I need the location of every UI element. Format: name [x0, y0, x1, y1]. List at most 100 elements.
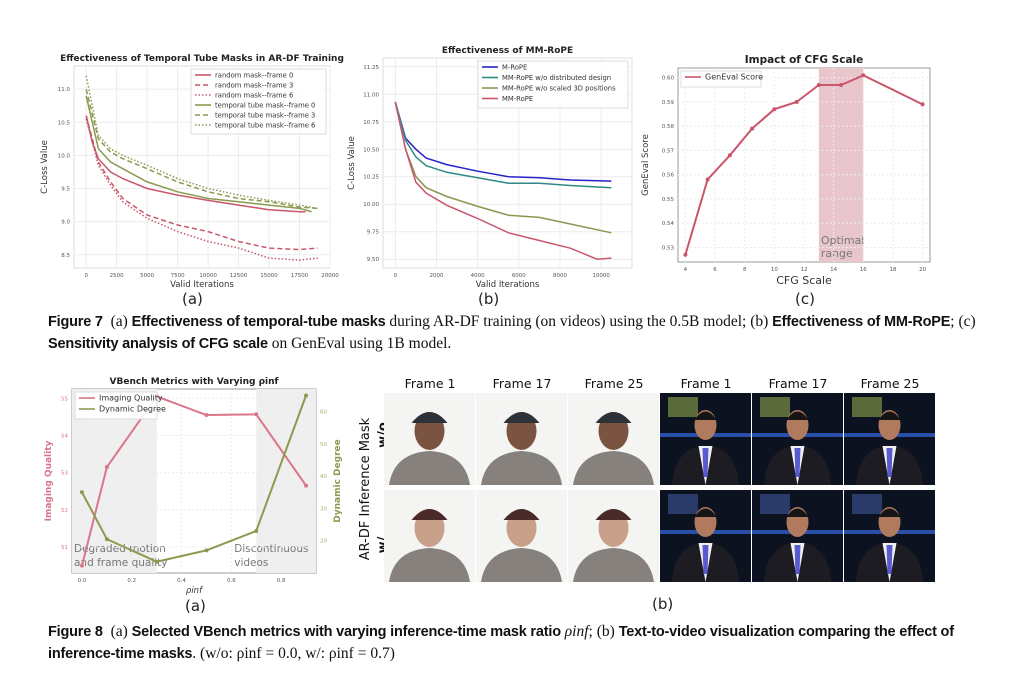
caption-label: Figure 7	[48, 314, 103, 330]
person-hair	[878, 411, 901, 420]
data-point	[204, 548, 209, 553]
chart-0: 0 2500 5000 7500 10000 12500 15000 17500 20000 8.…	[40, 54, 344, 290]
y-tick-label: 8.5	[61, 253, 70, 259]
y-tick-label: 53	[61, 471, 68, 477]
person-cap	[411, 412, 448, 423]
legend	[190, 68, 327, 135]
data-point	[254, 529, 259, 534]
person-tie	[702, 448, 709, 477]
x-tick-label: 4	[684, 267, 688, 273]
x-tick-label: 10	[771, 267, 778, 273]
y-tick-label: 52	[61, 508, 68, 514]
y-tick-label: 0.58	[662, 124, 675, 130]
caption-part: (b)	[750, 313, 769, 330]
video-frame	[568, 490, 659, 582]
series-line	[81, 395, 307, 566]
y-tick-label: 54	[61, 433, 68, 439]
panel-label-8a: (a)	[185, 597, 206, 615]
panel-label-7a: (a)	[182, 290, 203, 308]
x-tick-label: 20000	[321, 273, 339, 279]
shaded-region-label: and frame quality	[74, 557, 168, 569]
shaded-region-label: videos	[234, 557, 268, 569]
person-tie	[794, 448, 801, 477]
person-shirt	[573, 548, 654, 582]
series-line	[85, 115, 318, 251]
y-axis-label: C-Loss Value	[40, 140, 50, 194]
shaded-region-label: range	[821, 247, 853, 260]
person-shirt	[389, 548, 470, 582]
legend	[680, 70, 762, 88]
x-tick-label: 4000	[471, 273, 485, 279]
data-point	[839, 82, 844, 87]
x-tick-label: 10000	[592, 273, 610, 279]
series-line	[81, 395, 307, 563]
chart-1: 0 2000 4000 6000 8000 10000 9.50 9.75 10.00 10.25…	[347, 46, 633, 290]
caption-bold: Effectiveness of temporal-tube masks	[131, 314, 386, 330]
series-line	[85, 95, 312, 213]
person-shirt	[389, 451, 470, 485]
x-tick-label: 0	[84, 273, 88, 279]
y-right-tick-label: 40	[320, 474, 327, 480]
y-tick-label: 11.0	[58, 87, 71, 93]
person-hair	[786, 508, 809, 517]
figure7-caption: Figure 7 (a) Effectiveness of temporal-t…	[48, 311, 978, 355]
data-point	[727, 153, 732, 158]
data-point	[104, 465, 109, 470]
studio-screen	[760, 494, 790, 514]
y-tick-label: 9.50	[367, 257, 380, 263]
caption-math: ρinf	[564, 623, 589, 640]
person-hair	[878, 508, 901, 517]
chart-title: Effectiveness of Temporal Tube Masks in …	[60, 54, 344, 64]
data-point	[204, 413, 209, 418]
data-point	[772, 107, 777, 112]
x-tick-label: 15000	[260, 273, 278, 279]
legend-label: MM-RoPE	[502, 95, 533, 103]
x-tick-label: 18	[889, 267, 896, 273]
caption-part: (a)	[110, 623, 128, 640]
video-frame	[384, 393, 475, 485]
y-axis-label: C-Loss Value	[347, 136, 357, 190]
person-shirt	[481, 451, 562, 485]
video-frame	[476, 393, 567, 485]
y-tick-label: 10.25	[363, 175, 379, 181]
person-shirt	[481, 548, 562, 582]
caption-text: during AR-DF training (on videos) using …	[385, 313, 751, 330]
video-frame	[476, 490, 567, 582]
x-tick-label: 10000	[199, 273, 217, 279]
y-tick-label: 11.00	[363, 92, 379, 98]
x-tick-label: 0.2	[127, 578, 136, 584]
y-right-tick-label: 30	[320, 506, 327, 512]
person-cap	[411, 509, 448, 520]
video-frame	[660, 490, 751, 582]
series-line	[394, 101, 612, 182]
y-tick-label: 11.25	[363, 65, 379, 71]
shaded-region	[818, 68, 864, 262]
caption-label: Figure 8	[48, 624, 103, 640]
legend	[477, 60, 629, 109]
chart-title: VBench Metrics with Varying ρinf	[110, 377, 279, 387]
y-tick-label: 10.00	[363, 202, 379, 208]
x-tick-label: 2000	[430, 273, 444, 279]
figure8-caption: Figure 8 (a) Selected VBench metrics wit…	[48, 621, 978, 665]
y-tick-label: 10.75	[363, 120, 379, 126]
chart-title: Impact of CFG Scale	[745, 54, 864, 66]
y-tick-label: 0.59	[662, 100, 675, 106]
y-tick-label: 10.0	[58, 153, 71, 159]
shaded-region-label: Optimal	[821, 234, 865, 247]
legend-label: random mask--frame 3	[215, 82, 293, 90]
series-line	[394, 101, 612, 189]
caption-part: (a)	[110, 313, 128, 330]
studio-screen	[668, 397, 698, 417]
person-cap	[503, 509, 540, 520]
x-tick-label: 8	[743, 267, 747, 273]
y-axis-label: GenEval Score	[641, 134, 651, 196]
series-line	[85, 75, 318, 210]
data-point	[304, 483, 309, 488]
y-tick-label: 10.50	[363, 147, 379, 153]
x-tick-label: 0	[394, 273, 398, 279]
legend-label: Dynamic Degree	[99, 405, 166, 414]
data-point	[861, 73, 866, 78]
y-tick-label: 9.5	[61, 187, 70, 193]
